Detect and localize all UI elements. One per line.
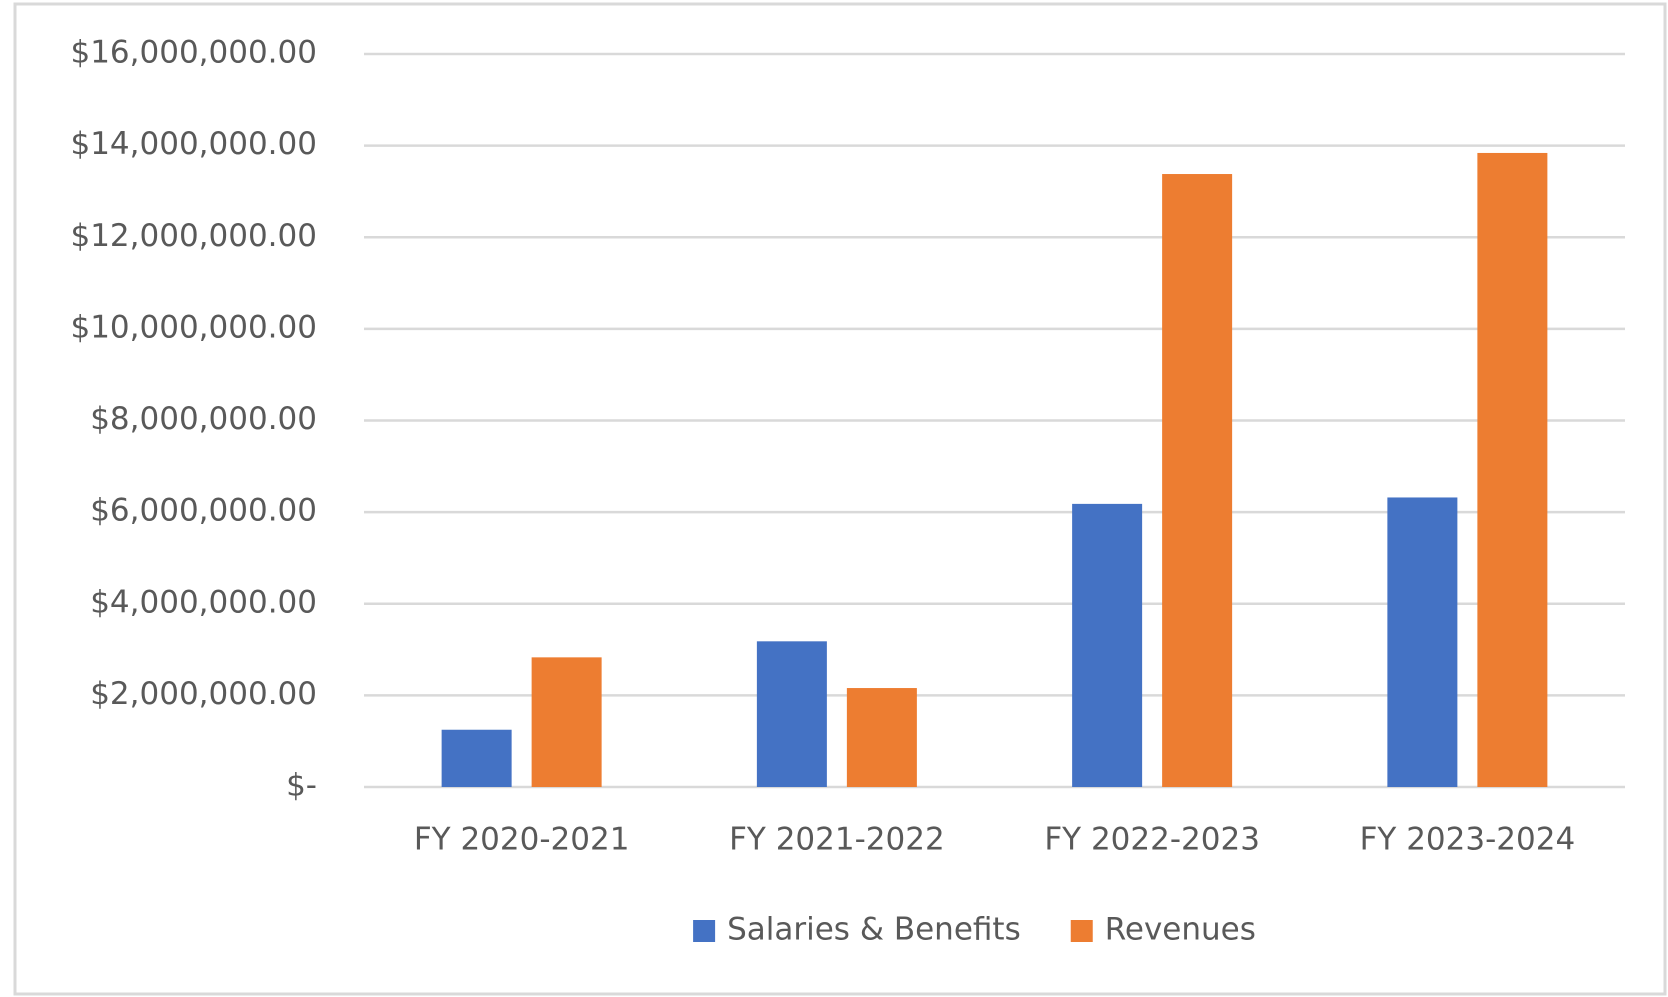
legend-swatch bbox=[1070, 920, 1093, 942]
bar bbox=[1162, 174, 1233, 787]
bar bbox=[1072, 503, 1143, 787]
x-tick-label: FY 2021-2022 bbox=[729, 822, 945, 858]
y-tick-label: $16,000,000.00 bbox=[70, 35, 317, 71]
bar bbox=[1477, 152, 1548, 787]
y-tick-label: $- bbox=[286, 768, 317, 804]
y-tick-label: $10,000,000.00 bbox=[70, 309, 317, 345]
bar bbox=[846, 688, 917, 787]
bar bbox=[531, 657, 602, 787]
bar bbox=[441, 729, 512, 787]
y-tick-label: $2,000,000.00 bbox=[90, 676, 317, 712]
bar bbox=[1387, 497, 1458, 787]
x-tick-label: FY 2023-2024 bbox=[1360, 822, 1576, 858]
bar bbox=[756, 641, 827, 787]
legend-label: Salaries & Benefits bbox=[727, 912, 1021, 948]
y-tick-label: $12,000,000.00 bbox=[70, 218, 317, 254]
x-tick-label: FY 2020-2021 bbox=[414, 822, 630, 858]
legend-swatch bbox=[693, 920, 716, 942]
x-tick-label: FY 2022-2023 bbox=[1044, 822, 1260, 858]
y-tick-label: $14,000,000.00 bbox=[70, 126, 317, 162]
legend-label: Revenues bbox=[1105, 912, 1256, 948]
y-tick-label: $8,000,000.00 bbox=[90, 401, 317, 437]
y-tick-label: $4,000,000.00 bbox=[90, 584, 317, 620]
y-tick-label: $6,000,000.00 bbox=[90, 493, 317, 529]
